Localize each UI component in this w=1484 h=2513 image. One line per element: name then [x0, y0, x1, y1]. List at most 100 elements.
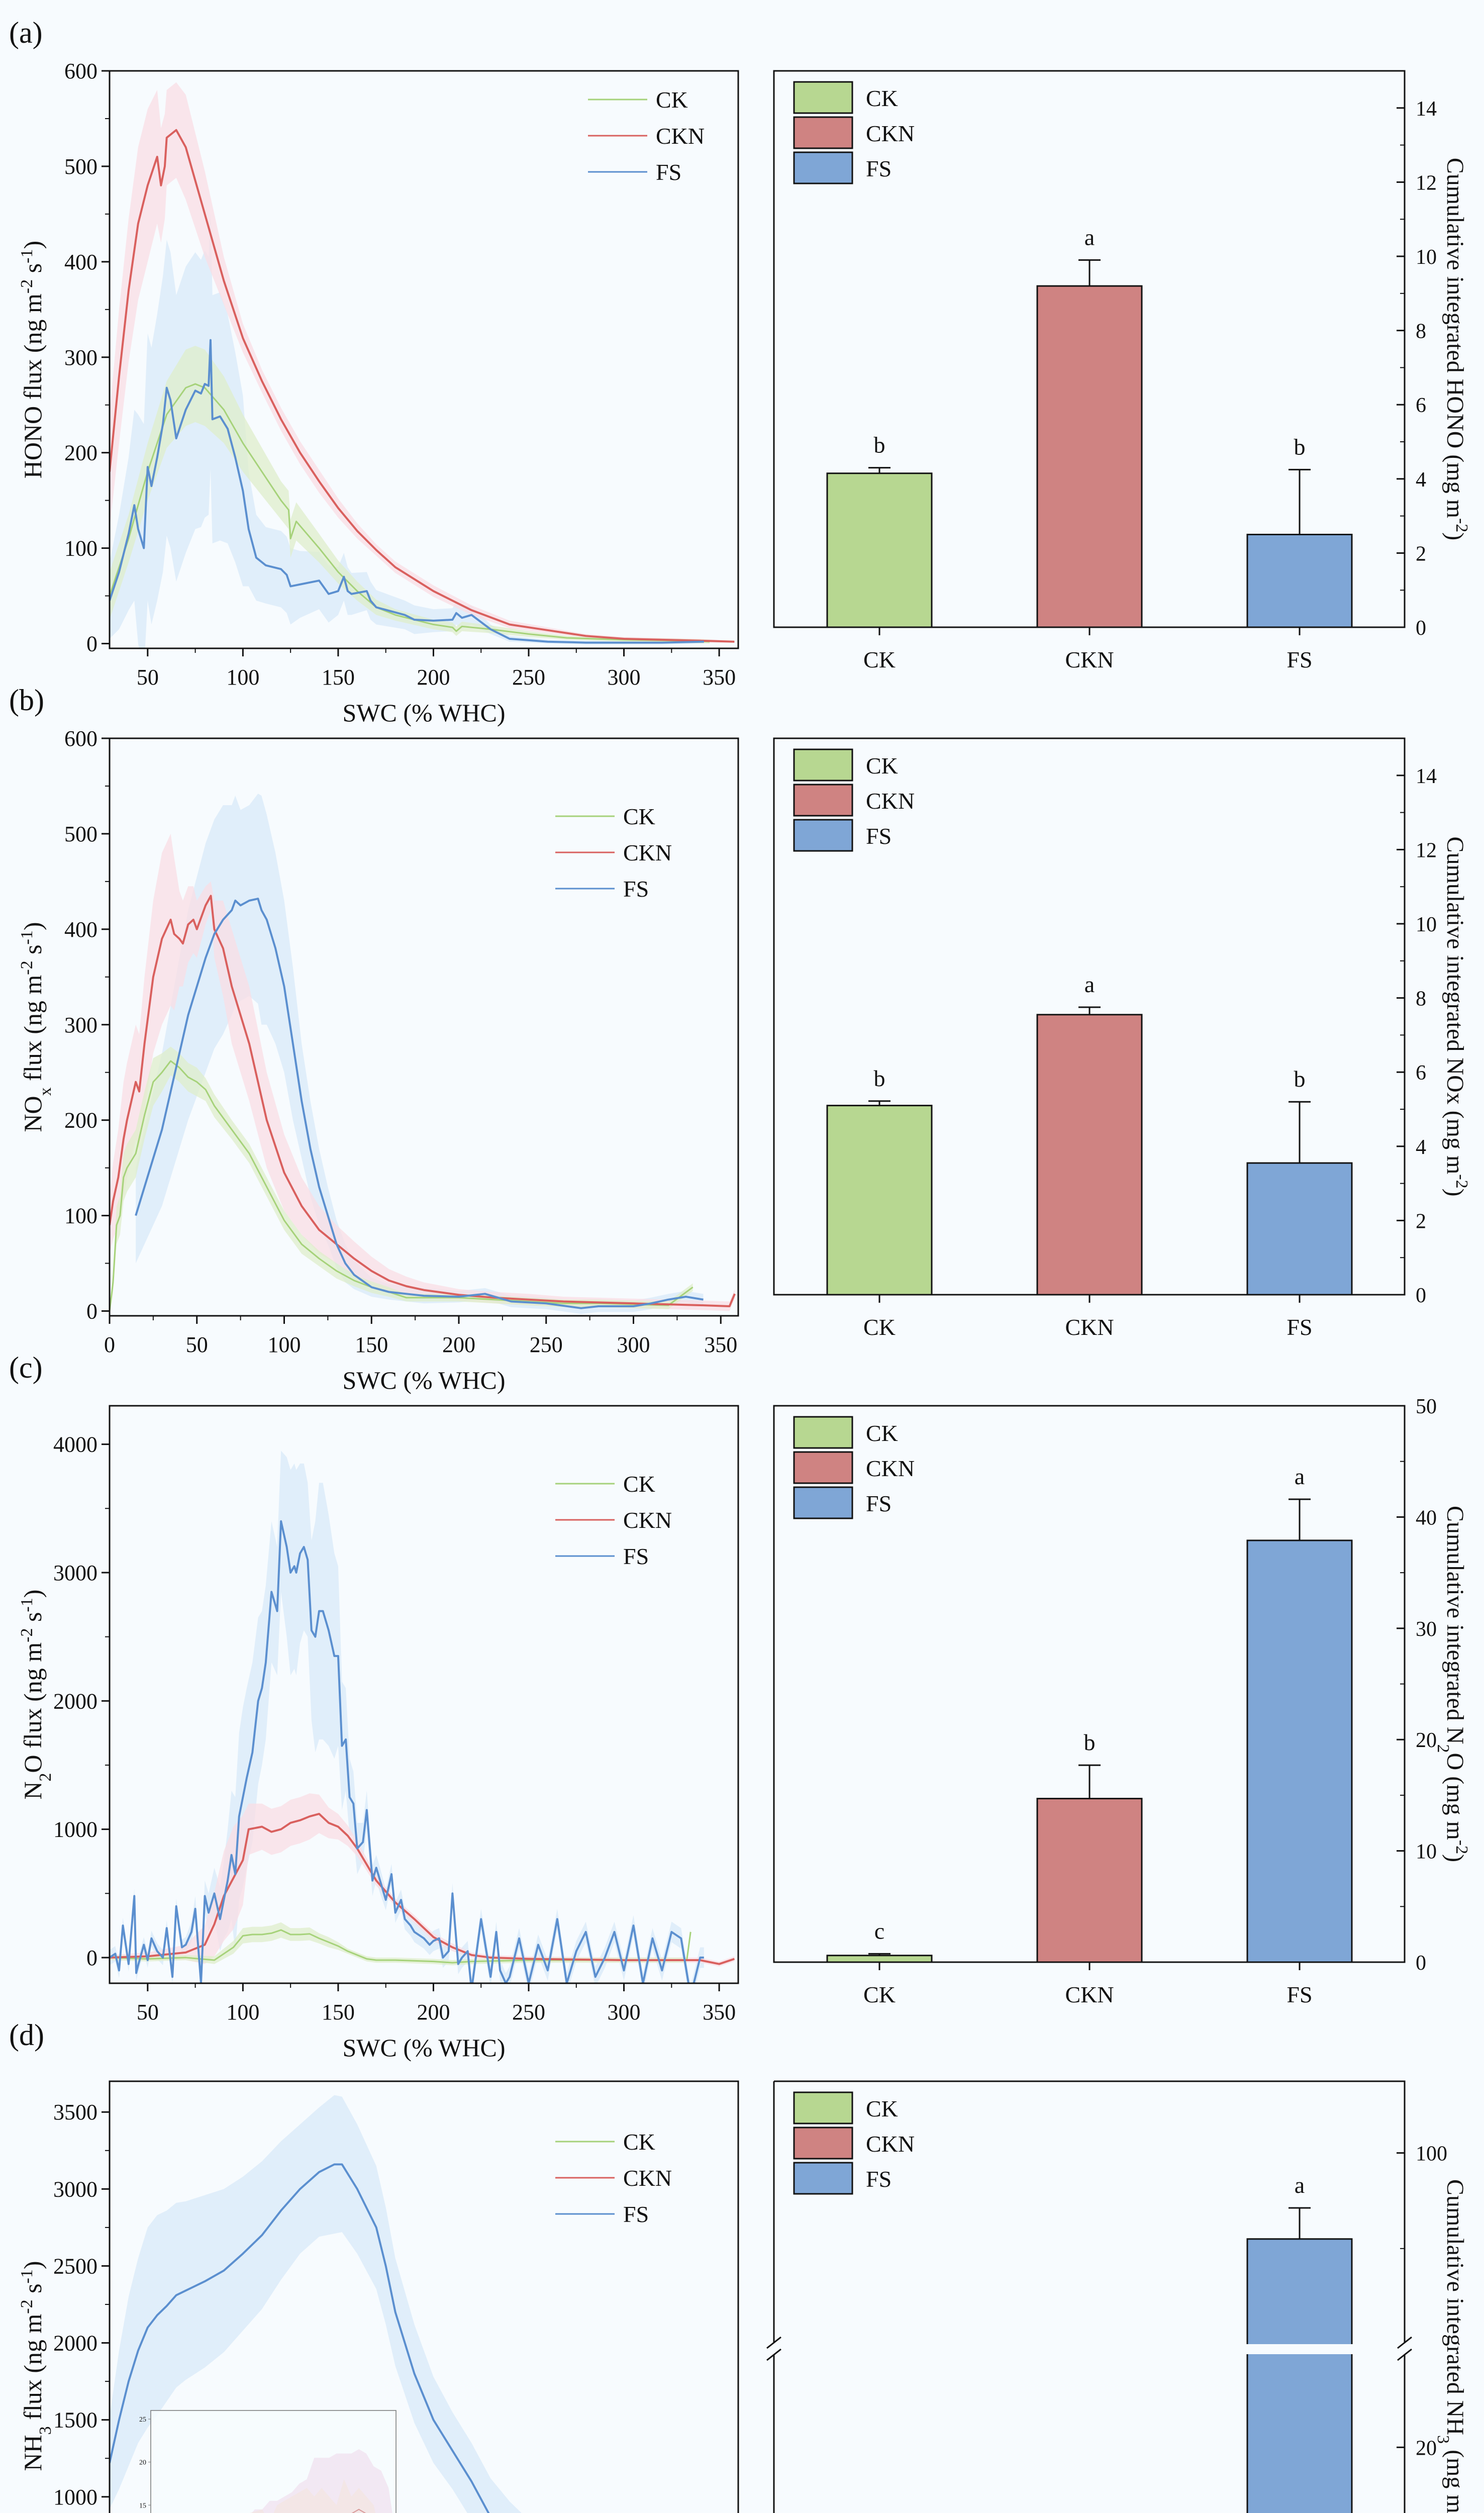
- legend-label-fs: FS: [623, 1543, 649, 1569]
- legend-label-ck: CK: [866, 753, 898, 779]
- significance-label: a: [1295, 2172, 1305, 2198]
- legend-label-ckn: CKN: [866, 1456, 915, 1481]
- label-part: ): [1442, 532, 1468, 540]
- x-tick-label: 200: [442, 1332, 475, 1357]
- inset-y-tick-label: 15: [139, 2502, 146, 2509]
- y-tick-label: 3000: [53, 1561, 97, 1585]
- axis-break-mark: [1397, 2348, 1412, 2361]
- x-tick-label: 300: [608, 665, 641, 690]
- x-axis-label: SWC (% WHC): [342, 699, 505, 727]
- label-part: -1: [18, 930, 36, 944]
- significance-label: b: [1294, 434, 1306, 459]
- series-line-fs: [110, 1520, 704, 1983]
- legend-swatch-fs: [793, 1486, 853, 1519]
- significance-label: a: [1084, 972, 1095, 997]
- y-tick-label: 2: [1416, 1210, 1426, 1233]
- legend-swatch-ck: [793, 81, 853, 114]
- x-tick-label: 100: [226, 2000, 259, 2024]
- y-tick-label: 30: [1416, 1618, 1437, 1641]
- y-tick-label: 500: [64, 822, 97, 846]
- x-tick-label: 50: [137, 665, 159, 690]
- y-tick-label: 3000: [53, 2177, 97, 2201]
- y-axis-label: HONO flux (ng m-2 s-1): [18, 241, 47, 478]
- label-part: s: [19, 944, 47, 960]
- x-tick-label: CKN: [1065, 647, 1114, 672]
- label-part: -2: [18, 960, 36, 975]
- x-axis-label: SWC (% WHC): [342, 2034, 505, 2062]
- y-axis-label: N2O flux (ng m-2 s-1): [18, 1589, 55, 1799]
- label-part: N: [19, 1781, 47, 1799]
- significance-label: b: [874, 432, 885, 458]
- significance-label: b: [1294, 1066, 1306, 1092]
- label-part: -2: [18, 279, 36, 294]
- plot-frame: [109, 737, 739, 1317]
- y-tick-label: 2000: [53, 1689, 97, 1713]
- plot-area: [110, 82, 735, 648]
- line-chart-d: 5010015020025030035005001000150020002500…: [18, 2080, 739, 2513]
- y-tick-label: 0: [1416, 1952, 1426, 1975]
- series-line-ck: [110, 1060, 694, 1311]
- bar-chart-c: c CK b CKN a FS 0 10 20 30 40 50 Cumulative integrat…: [773, 1395, 1471, 2007]
- y-tick-label: 8: [1416, 320, 1426, 343]
- x-tick-label: CKN: [1065, 1314, 1114, 1340]
- label-part: -2: [18, 2299, 36, 2313]
- y-tick-label: 20: [1416, 2437, 1437, 2460]
- y-tick-label: 600: [64, 59, 97, 83]
- band-ckn: [110, 82, 735, 643]
- y-tick-label: 4: [1416, 468, 1426, 492]
- band-ck: [110, 1046, 693, 1316]
- plot-area: [110, 1451, 735, 1983]
- y-tick-label: 40: [1416, 1506, 1437, 1529]
- legend-label-ckn: CKN: [866, 2131, 915, 2157]
- plot-frame: [109, 70, 739, 649]
- panel-label: (a): [9, 16, 43, 49]
- label-part: Cumulative integrated N: [1442, 1506, 1468, 1745]
- label-part: NO: [19, 1096, 47, 1132]
- y-tick-label: 50: [1416, 1395, 1437, 1418]
- y-tick-label: 0: [86, 1946, 97, 1970]
- bar-ck: [826, 1105, 933, 1296]
- label-part: O flux (ng m: [19, 1642, 47, 1773]
- y-axis-label: NH3 flux (ng m-2 s-1): [18, 2261, 55, 2471]
- plot-frame: [773, 737, 1406, 1296]
- legend-label-ck: CK: [623, 2129, 655, 2155]
- x-tick-label: 350: [703, 2000, 736, 2024]
- x-tick-label: 200: [417, 2000, 450, 2024]
- inset-chart: 501001502002503003500510152025: [139, 2410, 397, 2513]
- label-part: 3: [36, 2426, 55, 2435]
- x-tick-label: 250: [530, 1332, 563, 1357]
- y-tick-label: 300: [64, 345, 97, 370]
- bar-ckn: [1036, 1798, 1143, 1963]
- y-tick-label: 300: [64, 1013, 97, 1037]
- label-part: Cumulative integrated NOx (mg m: [1442, 836, 1468, 1174]
- bar-fs: [1246, 2238, 1353, 2513]
- y-tick-label: 10: [1416, 913, 1437, 936]
- x-tick-label: 150: [355, 1332, 388, 1357]
- band-fs: [110, 1451, 704, 1983]
- x-tick-label: 300: [617, 1332, 650, 1357]
- y-axis-label: Cumulative integrated N2O (mg m-2): [1434, 1506, 1471, 1862]
- x-tick-label: CK: [863, 647, 896, 672]
- legend-label-fs: FS: [866, 823, 892, 849]
- y-tick-label: 4: [1416, 1136, 1426, 1159]
- label-part: Cumulative integrated NH: [1442, 2179, 1468, 2435]
- legend-label-ckn: CKN: [866, 121, 915, 146]
- inset-frame: [150, 2410, 397, 2513]
- x-tick-label: CK: [863, 1982, 896, 2007]
- y-axis-label: Cumulative integrated HONO (mg m-2): [1442, 158, 1471, 541]
- label-part: -2: [1453, 1840, 1471, 1854]
- bar-chart-b: b CK a CKN b FS 0 2 4 6 8 10 12 14 Cumulative integrat…: [773, 737, 1471, 1340]
- y-tick-label: 100: [64, 1204, 97, 1228]
- label-part: ): [19, 1589, 47, 1598]
- significance-label: a: [1084, 224, 1095, 250]
- y-axis-label: Cumulative integrated NH3 (mg m-2): [1434, 2179, 1471, 2513]
- y-tick-label: 4000: [53, 1432, 97, 1457]
- legend-label-ck: CK: [866, 2096, 898, 2121]
- label-part: s: [19, 1612, 47, 1628]
- band-ck: [110, 1922, 691, 1966]
- axis-break-mark: [766, 2336, 781, 2349]
- band-fs: [136, 794, 704, 1314]
- label-part: -1: [18, 249, 36, 263]
- x-tick-label: 100: [268, 1332, 301, 1357]
- y-tick-label: 10: [1416, 246, 1437, 269]
